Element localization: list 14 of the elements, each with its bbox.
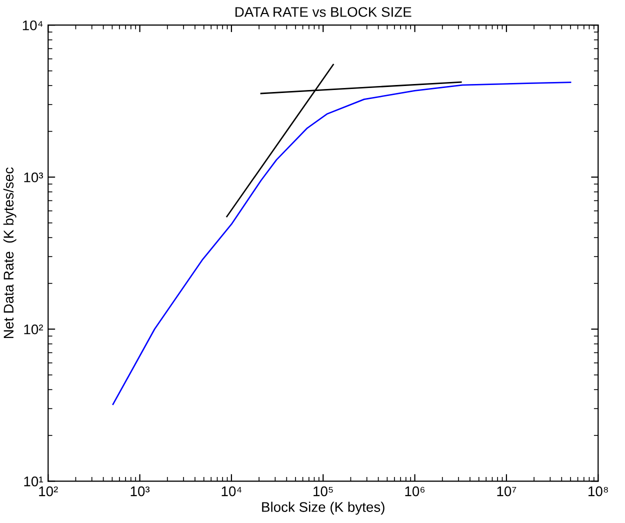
- x-tick-label: 10²: [39, 486, 58, 496]
- x-tick-label: 10⁵: [314, 486, 333, 496]
- x-tick-label: 10⁴: [222, 486, 242, 496]
- y-tick-label: 10²: [24, 324, 43, 334]
- chart-title: DATA RATE vs BLOCK SIZE: [236, 7, 412, 17]
- x-tick-label: 10³: [130, 486, 150, 496]
- x-tick-label: 10⁷: [497, 486, 516, 496]
- x-tick-label: 10⁶: [405, 486, 425, 496]
- y-tick-label: 10¹: [24, 476, 43, 486]
- y-axis-title: Net Data Rate (K bytes/sec: [3, 167, 16, 338]
- x-axis-title: Block Size (K bytes): [262, 502, 384, 515]
- y-tick-label: 10⁴: [22, 20, 43, 30]
- x-tick-label: 10⁸: [588, 486, 608, 496]
- y-tick-label: 10³: [24, 172, 43, 182]
